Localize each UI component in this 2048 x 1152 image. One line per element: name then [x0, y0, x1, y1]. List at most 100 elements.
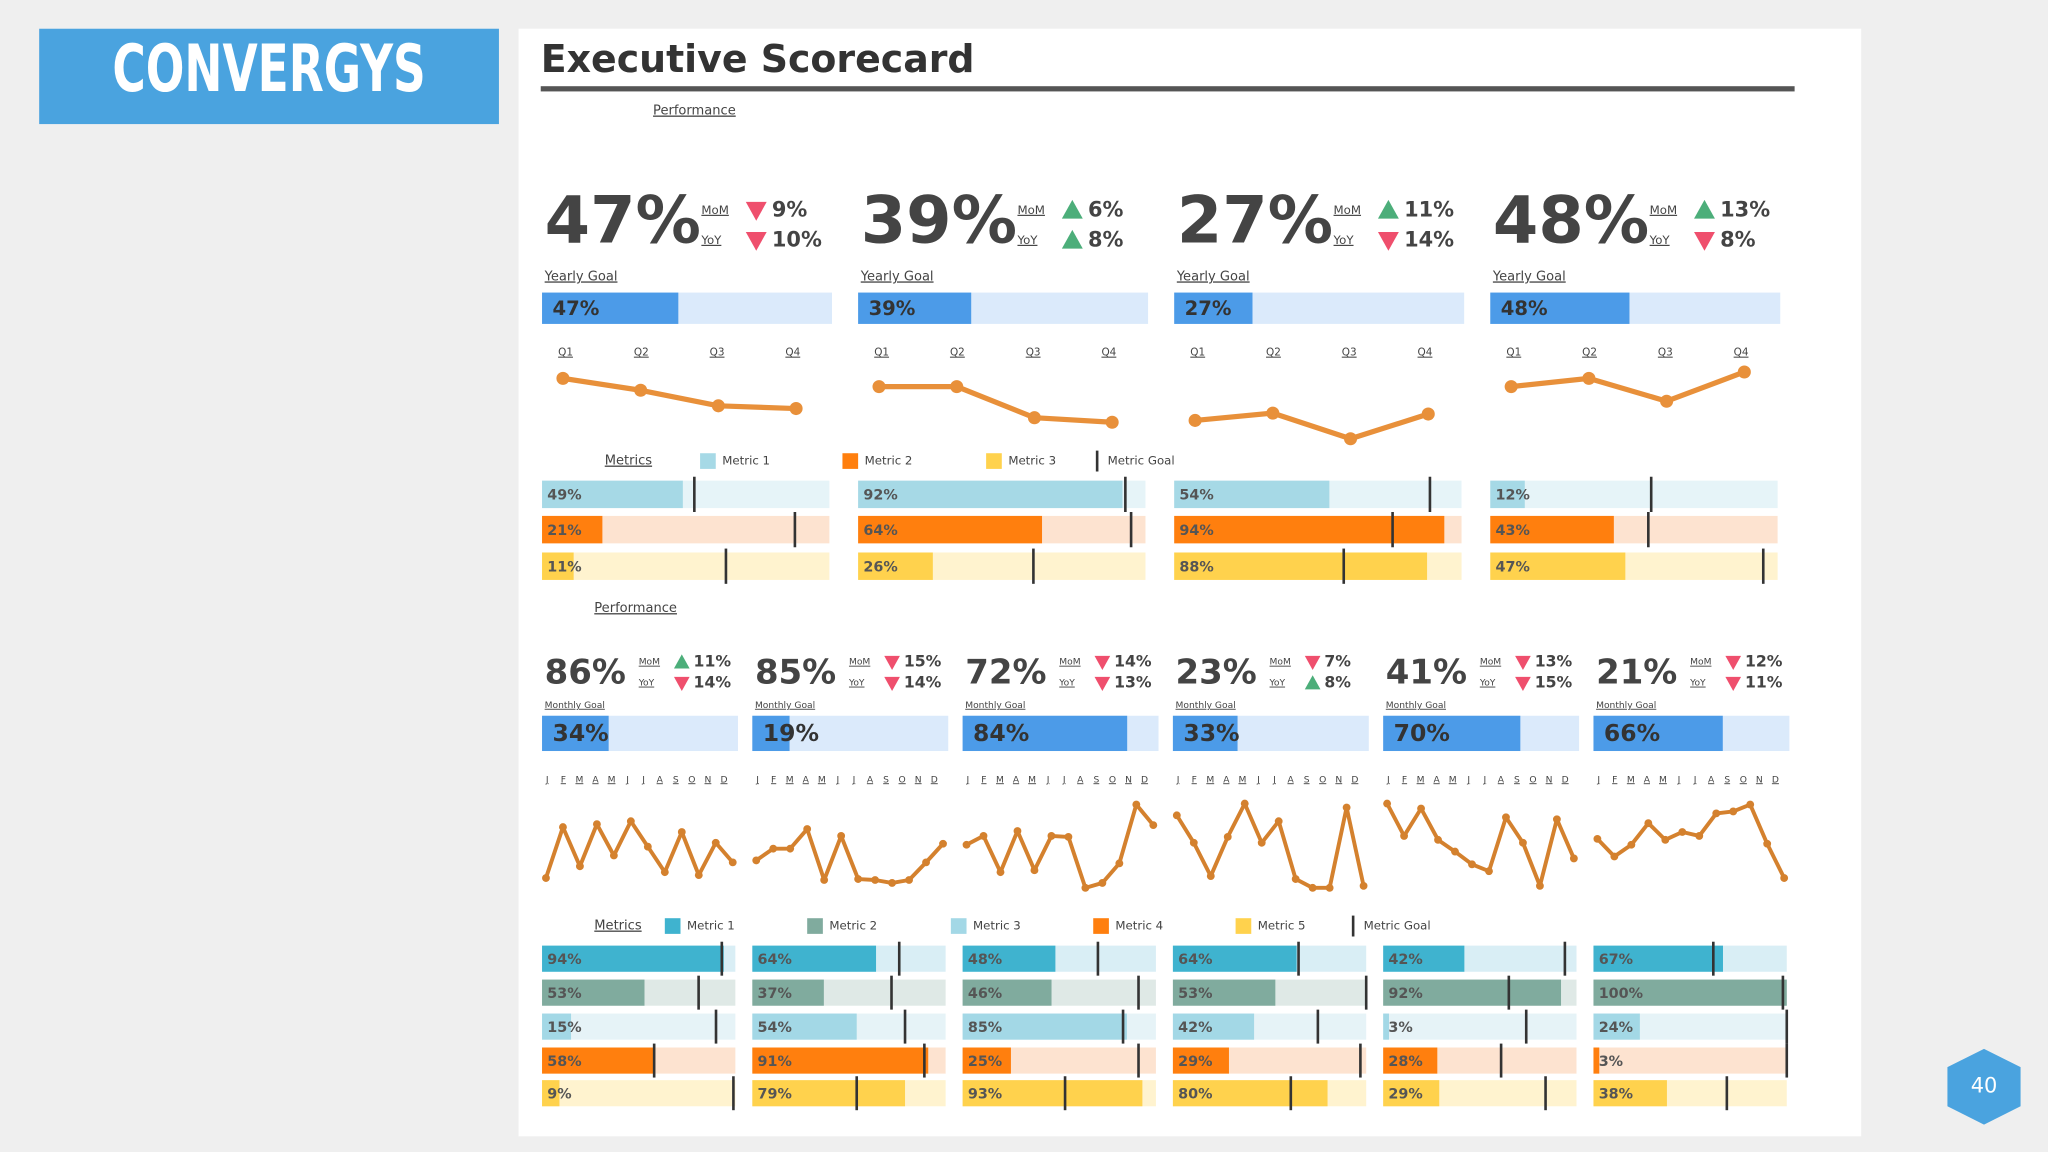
period-label: N	[1546, 775, 1553, 785]
trend-point	[872, 380, 886, 394]
goal-label: Yearly Goal	[1492, 269, 1566, 284]
big-value: 48%	[1493, 183, 1649, 259]
trend-point	[854, 875, 863, 883]
metric-track	[542, 1013, 736, 1040]
trend-point	[1644, 819, 1653, 828]
metric-value: 94%	[547, 952, 581, 968]
period-label: A	[1498, 775, 1505, 785]
metric-bar	[1174, 515, 1445, 544]
period-label: A	[867, 775, 874, 785]
period-label: Q1	[558, 347, 573, 359]
mom-value: 7%	[1324, 652, 1351, 671]
metric-value: 29%	[1178, 1054, 1212, 1070]
period-label: J	[852, 775, 856, 785]
trend-point	[1678, 828, 1687, 836]
trend-point	[626, 817, 635, 826]
mom-label: MoM	[849, 658, 870, 668]
trend-line	[965, 802, 1155, 890]
trend-point	[1421, 407, 1435, 421]
yoy-value: 8%	[1324, 673, 1351, 692]
metric-bar	[858, 552, 933, 580]
metric-track	[542, 552, 830, 580]
period-label: S	[883, 775, 889, 785]
trend-point	[1266, 406, 1280, 420]
metric-bar	[542, 1013, 572, 1040]
legend-swatch	[807, 918, 823, 934]
trend-point	[1325, 883, 1334, 892]
metric-value: 93%	[968, 1087, 1002, 1103]
period-label: M	[1449, 775, 1457, 785]
period-label: A	[1708, 775, 1715, 785]
metric-value: 24%	[1599, 1020, 1633, 1036]
yoy-value: 11%	[1745, 673, 1783, 692]
logo-box	[39, 28, 499, 125]
trend-point	[871, 876, 880, 884]
metric-bar	[1383, 1080, 1440, 1107]
metric-bar	[752, 979, 824, 1006]
legend-swatch	[1093, 918, 1109, 934]
period-label: S	[1093, 775, 1099, 785]
mom-label: MoM	[1334, 203, 1361, 217]
trend-point	[1552, 815, 1561, 824]
section-label: Performance	[594, 601, 677, 616]
metric-bar	[1383, 979, 1562, 1006]
trend-point	[752, 856, 761, 865]
trend-point	[820, 876, 829, 884]
trend-point	[576, 862, 584, 871]
period-label: Q4	[1418, 347, 1433, 359]
trend-point	[1240, 799, 1249, 808]
period-label: A	[1223, 775, 1230, 785]
big-value: 23%	[1176, 652, 1257, 692]
goal-bar	[1172, 715, 1238, 752]
big-value: 39%	[861, 183, 1017, 259]
yoy-value: 14%	[1404, 227, 1454, 251]
metric-value: 38%	[1599, 1087, 1633, 1103]
metric-bar	[752, 945, 877, 972]
period-label: Q2	[1582, 347, 1597, 359]
trend-point	[979, 832, 988, 840]
trend-point	[1064, 832, 1073, 841]
metric-bar	[962, 1080, 1143, 1107]
period-label: Q4	[1101, 347, 1116, 359]
trend-point	[1027, 411, 1041, 425]
trend-point	[888, 879, 896, 887]
trend-point	[1274, 817, 1283, 826]
metric-bar	[1383, 1013, 1389, 1040]
period-label: D	[1141, 775, 1148, 785]
goal-value: 84%	[973, 719, 1029, 747]
period-label: J	[1046, 775, 1050, 785]
goal-label: Monthly Goal	[1176, 701, 1236, 711]
title: Executive Scorecard	[541, 37, 975, 81]
section-label: Performance	[653, 104, 736, 119]
mom-label: MoM	[1059, 658, 1080, 668]
trend-point	[1451, 847, 1459, 856]
trend-point	[728, 858, 737, 867]
period-label: N	[1335, 775, 1342, 785]
goal-value: 70%	[1394, 719, 1450, 747]
trend-point	[542, 874, 550, 882]
metric-value: 28%	[1388, 1054, 1422, 1070]
period-label: F	[981, 775, 986, 785]
legend-swatch	[1235, 918, 1252, 934]
yoy-value: 14%	[694, 673, 732, 692]
mom-label: MoM	[639, 658, 660, 668]
delta-arrow	[884, 676, 900, 691]
metric-bar	[858, 480, 1123, 509]
metric-bar	[1383, 945, 1465, 972]
legend-label: Metric Goal	[1364, 919, 1431, 933]
goal-label: Monthly Goal	[545, 701, 605, 711]
mom-label: MoM	[1017, 203, 1044, 217]
metric-value: 67%	[1599, 952, 1633, 968]
trend-point	[1257, 838, 1266, 847]
trend-line	[879, 383, 1113, 425]
trend-point	[1013, 827, 1022, 835]
metric-bar	[752, 1047, 929, 1074]
period-label: Q4	[1734, 347, 1749, 359]
period-label: A	[592, 775, 599, 785]
period-label: F	[771, 775, 776, 785]
period-label: A	[1013, 775, 1020, 785]
trend-point	[939, 839, 947, 848]
period-label: Q3	[1026, 347, 1041, 359]
trend-point	[1468, 860, 1476, 869]
legend-label: Metric 3	[1008, 454, 1056, 468]
